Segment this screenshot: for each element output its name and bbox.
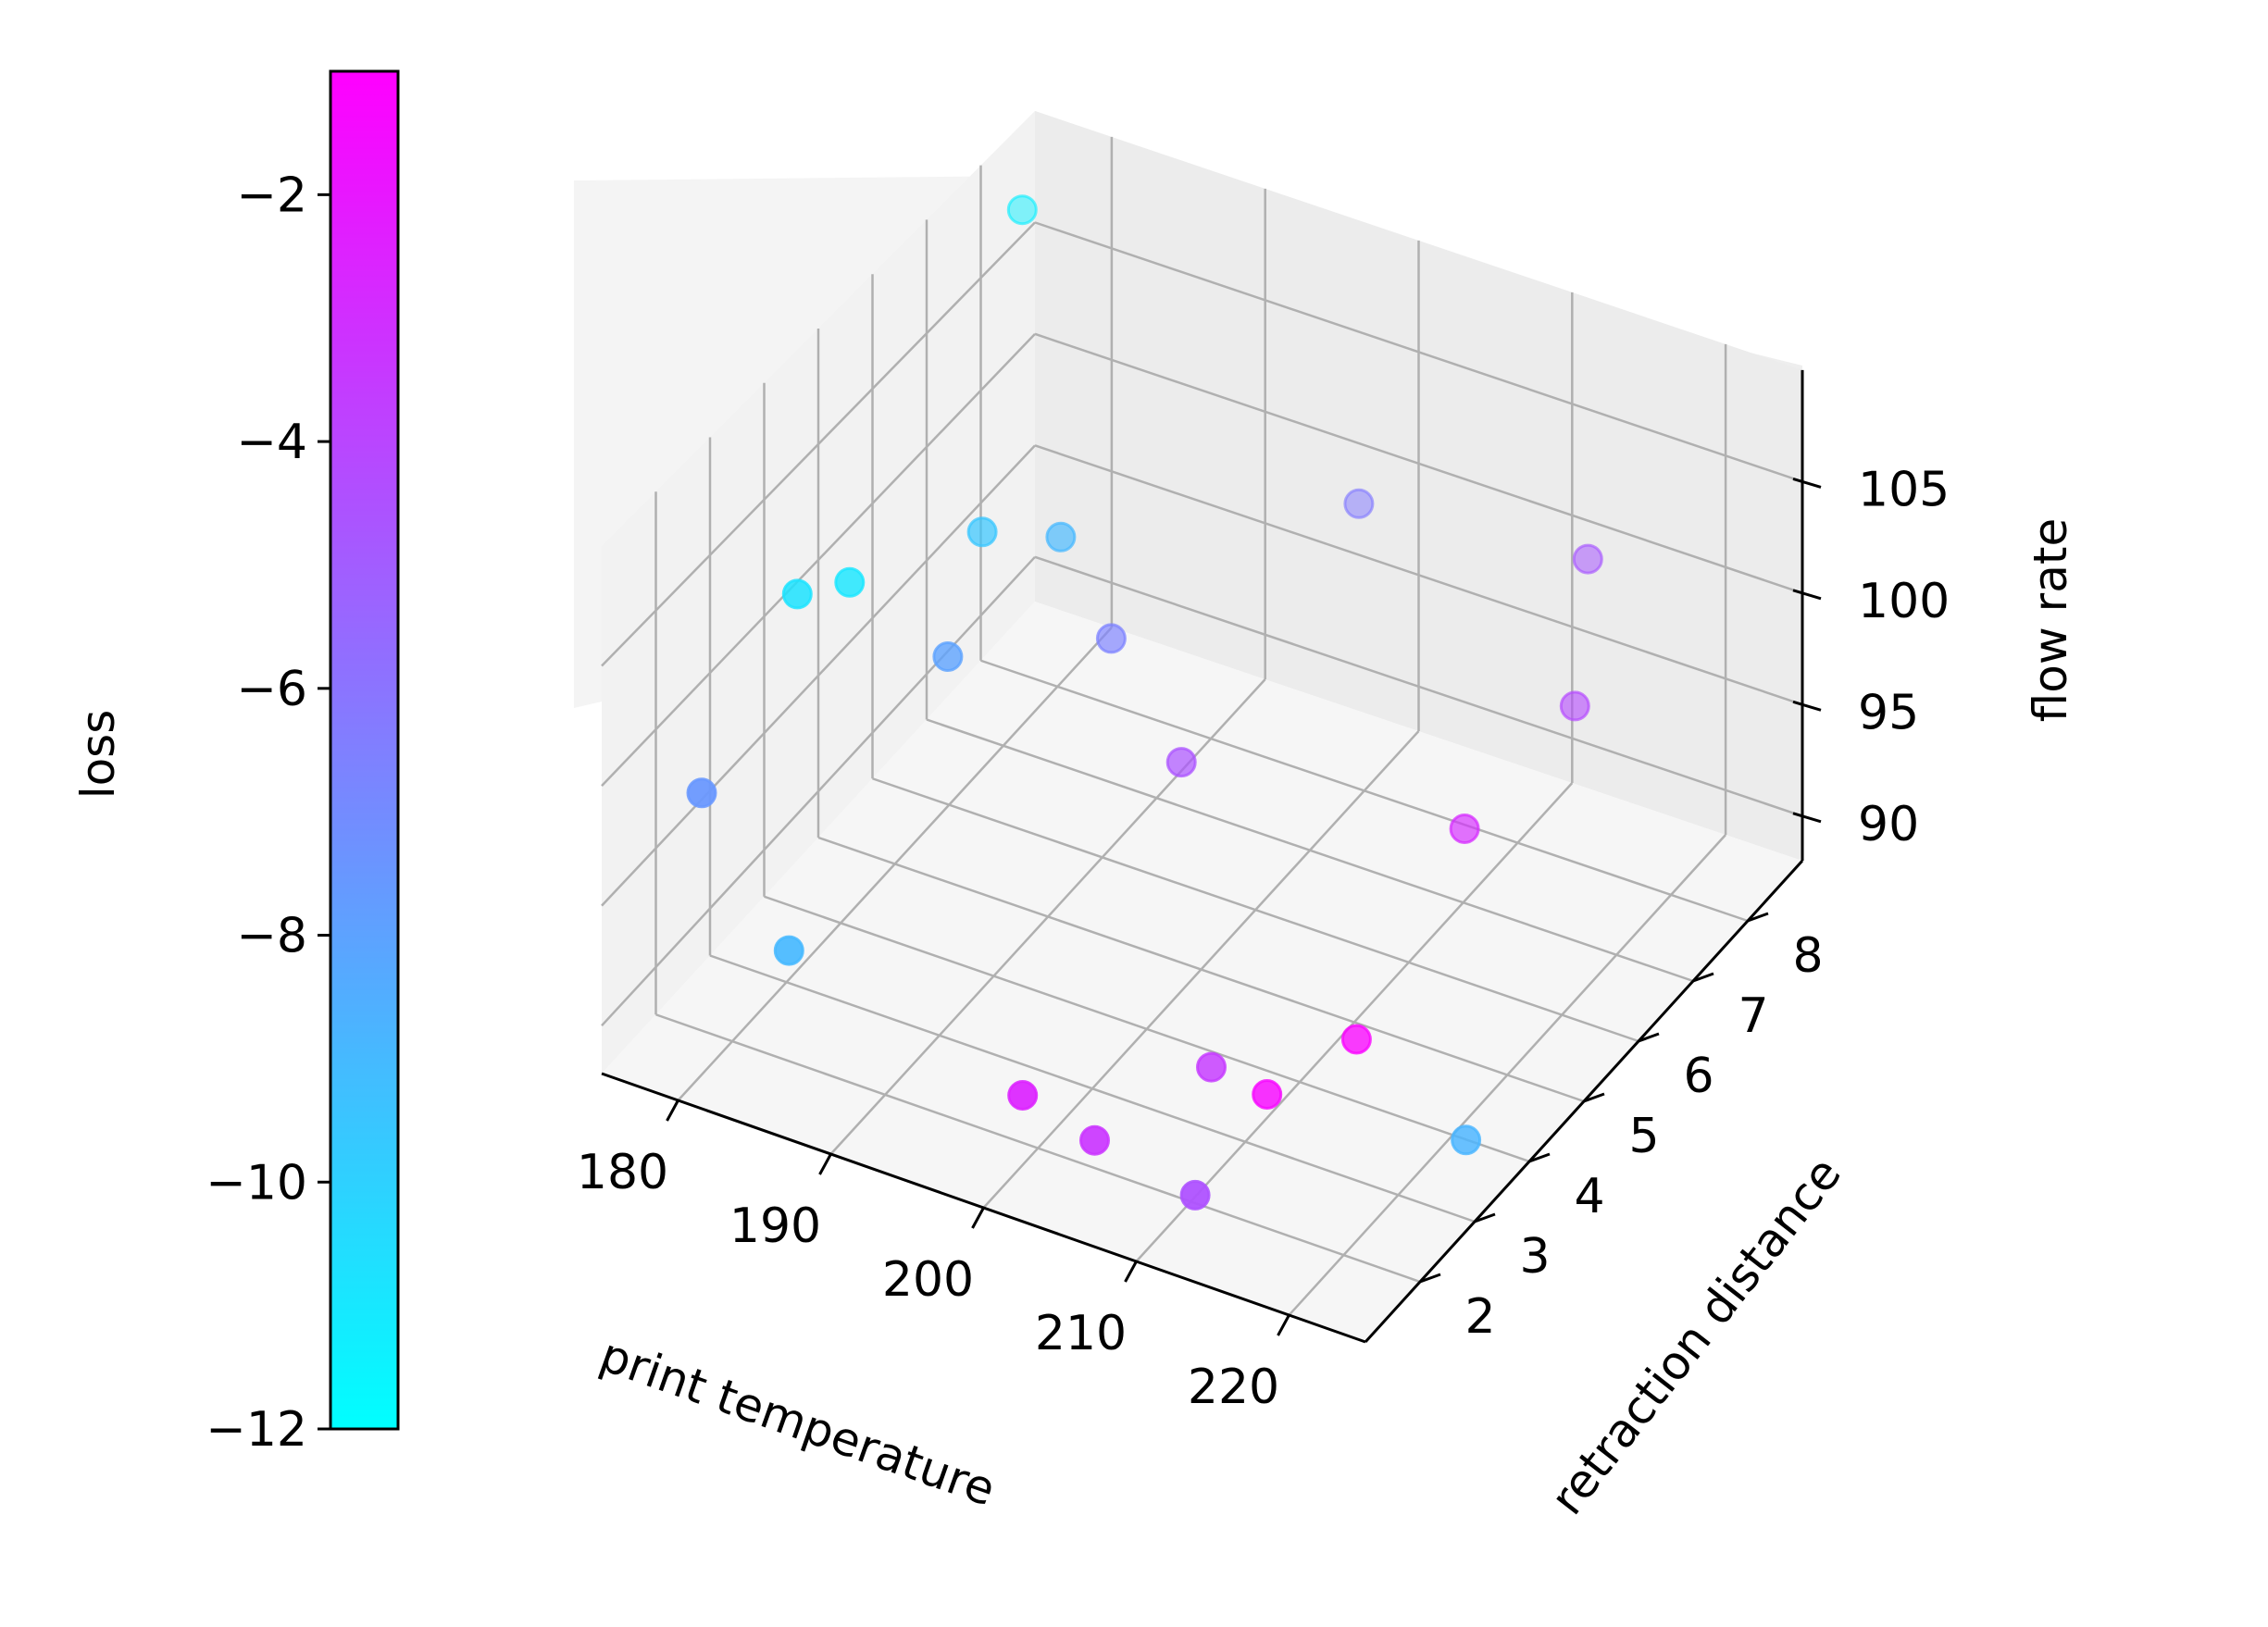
y-tick-mark [1474, 1212, 1496, 1223]
colorbar-label: loss [71, 710, 125, 800]
y-tick-label: 3 [1519, 1229, 1550, 1285]
x-tick-label: 210 [1035, 1306, 1127, 1361]
x-tick-label: 180 [577, 1145, 668, 1200]
grid-line-z-back [1034, 332, 1803, 595]
z-tick-label: 95 [1858, 685, 1919, 740]
grid-line-y-floor [872, 777, 1639, 1043]
z-tick-mark [1792, 700, 1822, 712]
y-tick-label: 7 [1738, 988, 1768, 1044]
scatter-point [1196, 1051, 1227, 1083]
y-tick-label: 8 [1792, 928, 1823, 984]
colorbar-tick-label: −4 [236, 415, 307, 470]
y-tick-label: 6 [1683, 1049, 1713, 1104]
colorbar-tick-label: −12 [206, 1402, 307, 1458]
colorbar-tick-label: −10 [206, 1155, 307, 1211]
grid-line-y-floor [709, 954, 1476, 1223]
y-tick-label: 5 [1628, 1109, 1659, 1164]
data-points [686, 194, 1603, 1211]
scatter-point [686, 777, 717, 809]
grid-line-y-floor [817, 836, 1585, 1103]
y-tick-mark [1747, 912, 1769, 923]
grid-line-z-back [1034, 444, 1803, 706]
scatter-point [1252, 1079, 1283, 1110]
y-tick-label: 4 [1574, 1169, 1604, 1224]
scatter-point [1007, 1080, 1039, 1111]
x-tick-label: 200 [882, 1252, 974, 1308]
grid-line-z-left [601, 444, 1036, 907]
z-tick-mark [1792, 812, 1822, 824]
scatter-point [781, 578, 813, 610]
y-tick-label: 2 [1464, 1289, 1495, 1345]
colorbar-gradient [329, 69, 400, 1431]
scatter-point [1572, 543, 1603, 575]
x-tick-mark [1124, 1261, 1138, 1283]
grid-line-z-left [601, 555, 1036, 1027]
grid-line-y-floor [980, 659, 1749, 923]
scatter-point [1343, 488, 1375, 519]
colorbar-tick-label: −8 [236, 909, 307, 964]
scatter-point [1079, 1124, 1110, 1156]
scatter-point [1045, 521, 1077, 553]
x-tick-mark [818, 1153, 832, 1175]
z-axis-ticks: 90 95 100 105 [1792, 462, 1950, 852]
colorbar-ticks: −12 −10 −8 −6 −4 −2 [206, 168, 330, 1458]
z-tick-mark [1792, 477, 1822, 489]
grid-line-z-left [601, 332, 1036, 787]
x-axis-ticks: 180 190 200 210 220 [577, 1099, 1290, 1415]
x-tick-label: 190 [729, 1199, 821, 1254]
scatter-point [1451, 1124, 1482, 1156]
x-tick-mark [666, 1099, 679, 1122]
x-axis-label: print temperature [593, 1328, 1002, 1517]
grid-line-y-floor [926, 718, 1694, 983]
y-tick-mark [1419, 1273, 1441, 1284]
scatter-point [1095, 623, 1127, 654]
floor-pane-fill [602, 602, 1802, 1342]
y-tick-mark [1692, 972, 1714, 983]
y-tick-mark [1583, 1092, 1605, 1103]
grid-line-z-back [1034, 221, 1803, 483]
z-tick-label: 100 [1858, 574, 1950, 629]
scatter-point [932, 641, 964, 672]
z-axis-label: flow rate [2024, 518, 2077, 722]
scatter-point [966, 516, 998, 548]
scatter-point [1340, 1024, 1372, 1055]
z-tick-label: 105 [1858, 462, 1950, 517]
grid-line-y-floor [655, 1013, 1421, 1284]
scatter-point [1006, 194, 1038, 226]
scatter-point [1449, 814, 1480, 844]
colorbar-tick-label: −6 [236, 662, 307, 717]
scatter-point [1179, 1179, 1211, 1211]
grid-line-z-back [1034, 555, 1803, 817]
x-tick-mark [971, 1207, 985, 1229]
grid-line-z-left [601, 221, 1036, 667]
z-tick-label: 90 [1858, 797, 1919, 852]
scatter-point [1165, 747, 1197, 778]
scatter-point [773, 935, 804, 966]
grid-line-y-floor [764, 895, 1530, 1163]
x-tick-mark [1277, 1314, 1290, 1336]
colorbar: −12 −10 −8 −6 −4 −2 loss [71, 69, 400, 1458]
z-tick-mark [1792, 589, 1822, 601]
colorbar-tick-label: −2 [236, 168, 307, 223]
y-tick-mark [1528, 1152, 1551, 1163]
x-tick-label: 220 [1188, 1360, 1279, 1415]
scatter-point [834, 566, 866, 598]
grid-lines [601, 110, 1803, 1342]
y-tick-mark [1638, 1032, 1660, 1043]
scatter-point [1559, 690, 1590, 722]
